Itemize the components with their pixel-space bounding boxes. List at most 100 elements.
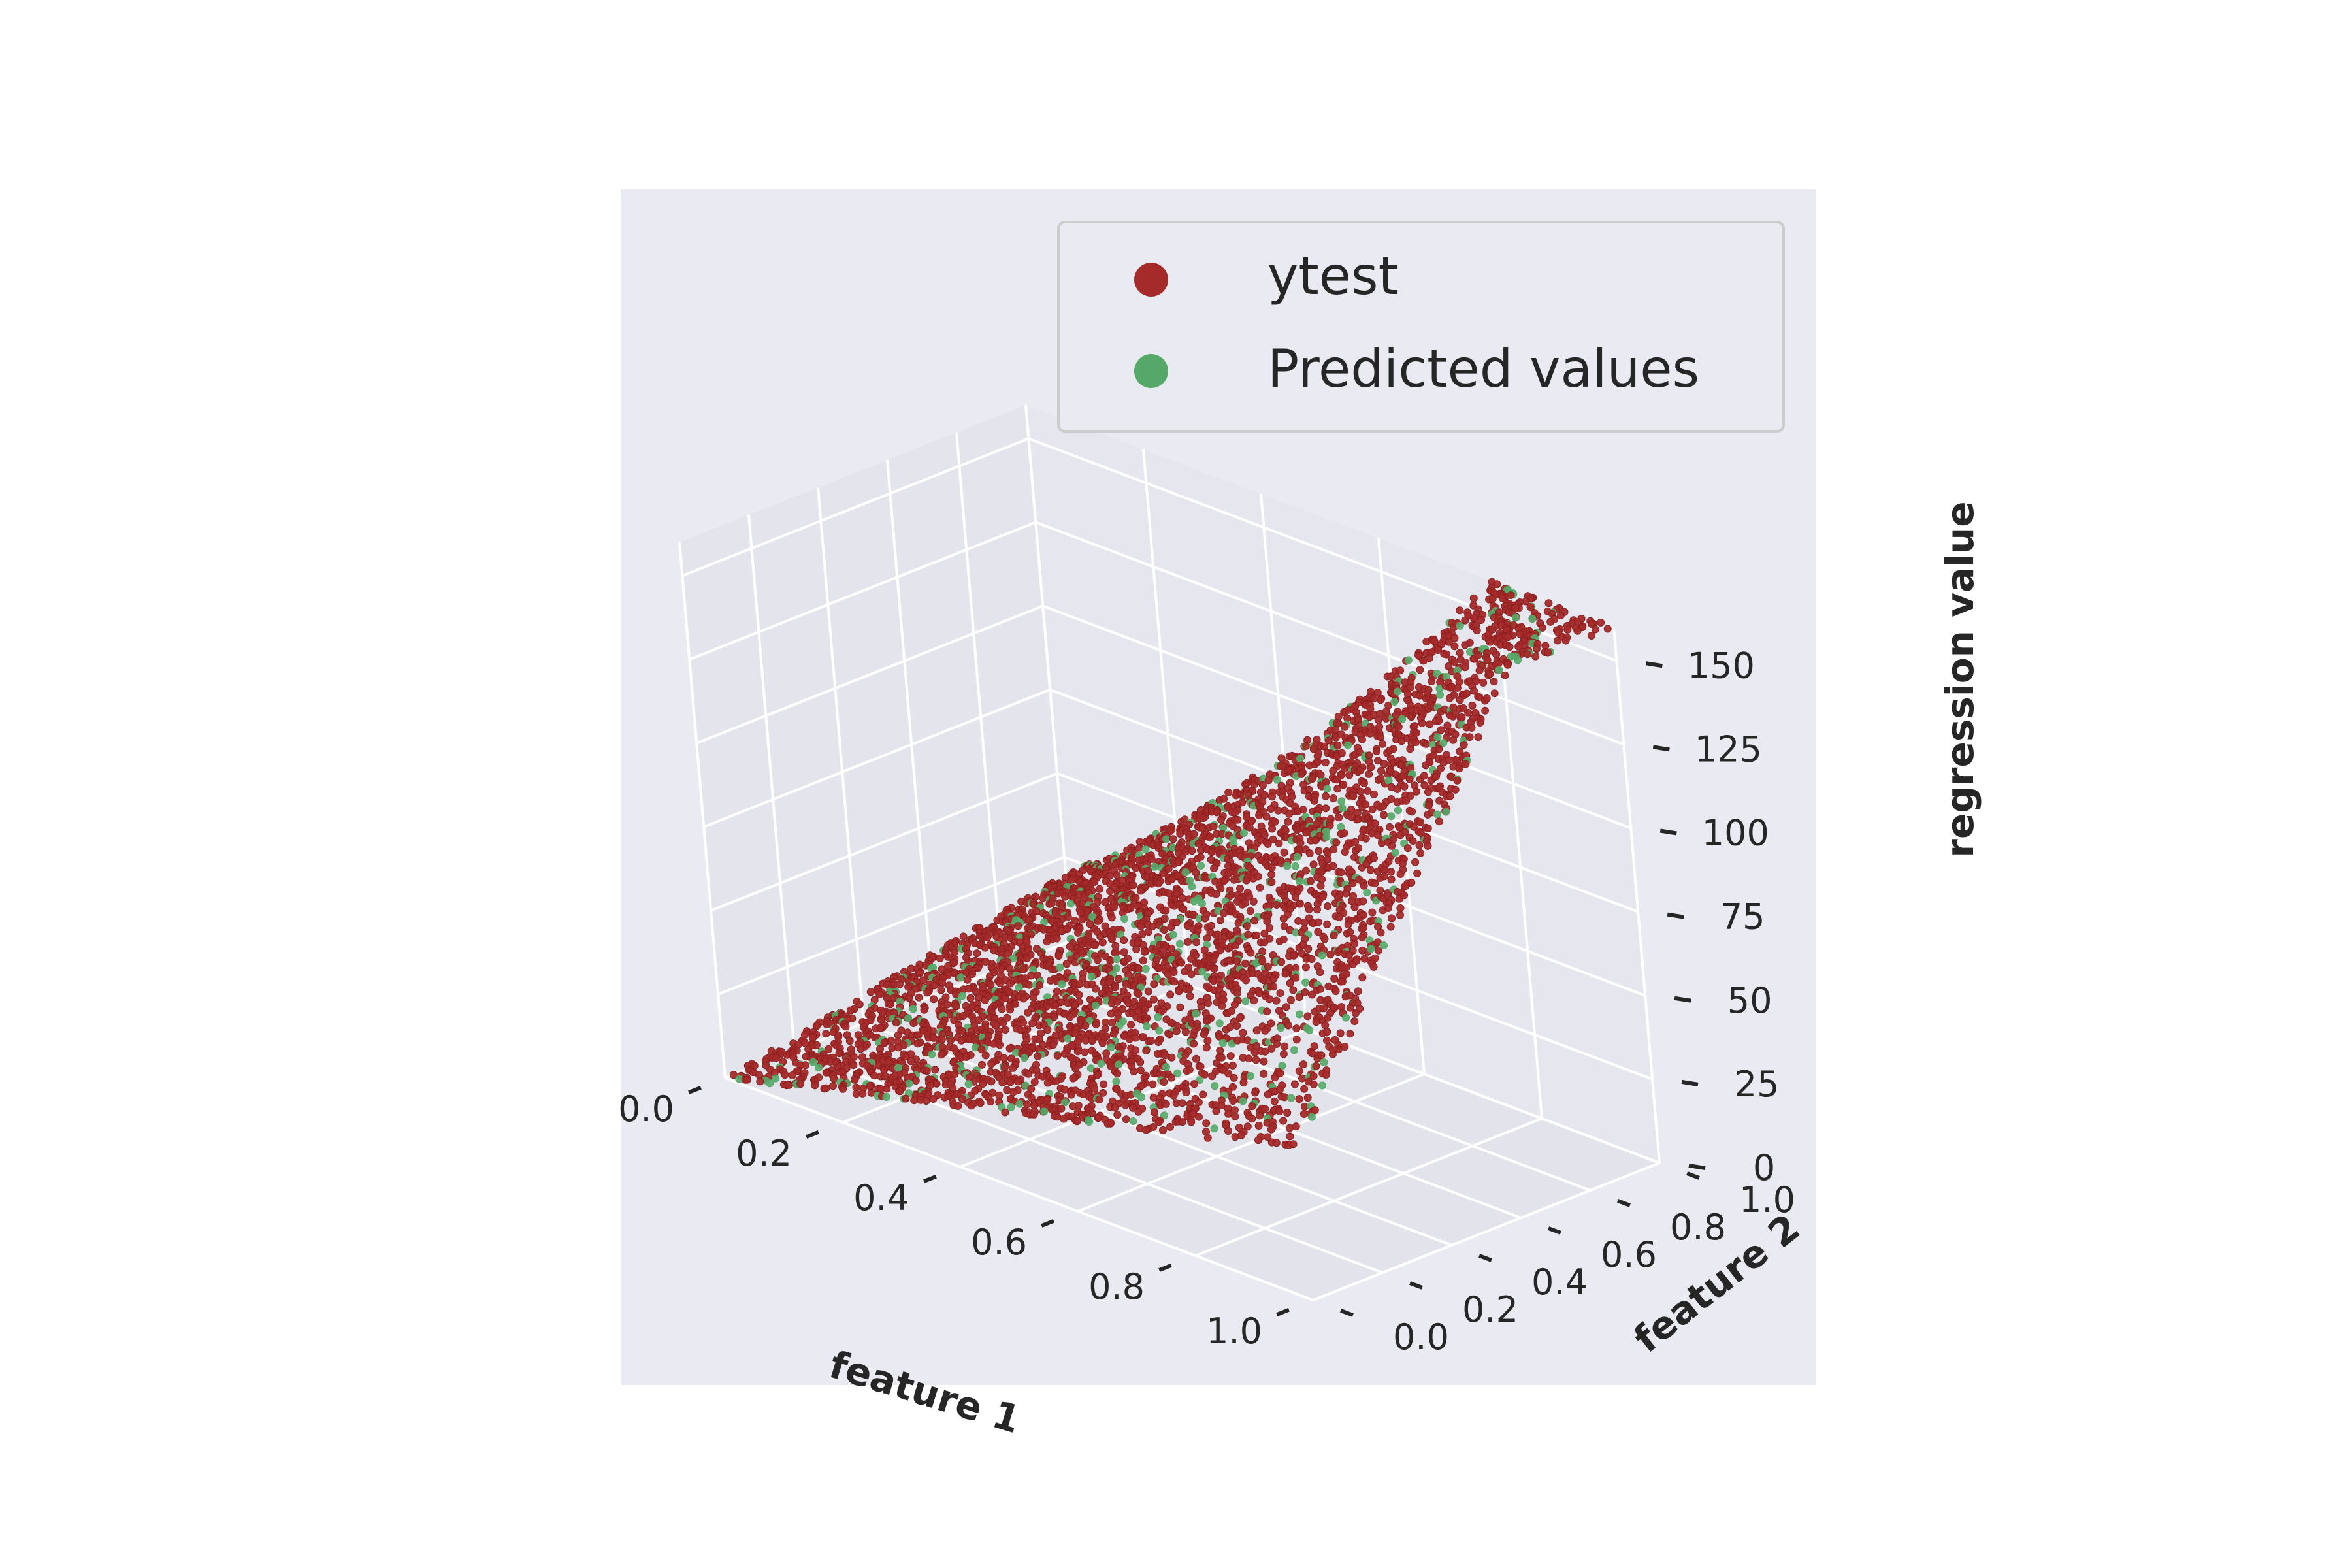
ytest-point	[1380, 811, 1388, 819]
ytest-point	[1233, 989, 1241, 998]
ytest-point	[1019, 965, 1027, 973]
legend-label-ytest: ytest	[1267, 246, 1399, 306]
ytest-point	[1492, 650, 1501, 659]
predicted-point	[1162, 835, 1171, 843]
ytest-point	[1453, 776, 1462, 785]
ytest-point	[1337, 749, 1346, 757]
predicted-point	[1137, 1093, 1145, 1102]
ytest-point	[1477, 616, 1485, 624]
ytest-point	[1316, 985, 1324, 993]
ytest-point	[1267, 870, 1276, 879]
predicted-point	[1291, 862, 1299, 870]
ytest-point	[1272, 1139, 1281, 1147]
ytest-point	[1129, 881, 1137, 889]
ytest-point	[1330, 932, 1338, 939]
ytest-point	[1344, 921, 1352, 929]
ytest-point	[1408, 808, 1416, 816]
ytest-point	[1369, 962, 1378, 971]
ytest-point	[894, 1043, 903, 1052]
ytest-point	[1312, 1062, 1320, 1070]
ytest-point	[1106, 1119, 1115, 1128]
ytest-point	[1264, 962, 1272, 971]
ytest-point	[1201, 914, 1209, 923]
y-tick-label: 0.6	[1601, 1234, 1657, 1275]
predicted-point	[1344, 741, 1352, 749]
ytest-point	[1254, 1122, 1263, 1130]
ytest-point	[1217, 815, 1225, 824]
ytest-point	[1043, 1096, 1051, 1104]
predicted-point	[1015, 1100, 1024, 1108]
ytest-point	[1219, 996, 1228, 1004]
predicted-point	[1115, 1060, 1123, 1069]
legend-marker-ytest	[1134, 263, 1168, 297]
ytest-point	[1258, 781, 1267, 789]
predicted-point	[1436, 691, 1444, 699]
ytest-point	[1476, 719, 1484, 727]
ytest-point	[1341, 1043, 1349, 1051]
ytest-point	[1350, 903, 1359, 911]
ytest-point	[1308, 775, 1316, 783]
y-tick-label: 1.0	[1739, 1179, 1795, 1220]
ytest-point	[1437, 726, 1445, 734]
predicted-point	[1120, 915, 1128, 923]
ytest-point	[1299, 806, 1307, 814]
ytest-point	[858, 1089, 867, 1098]
ytest-point	[1455, 764, 1463, 773]
ytest-point	[1312, 1018, 1320, 1026]
ytest-point	[1220, 877, 1228, 885]
ytest-point	[1258, 957, 1267, 966]
ytest-point	[959, 932, 968, 941]
x-tick-label: 0.2	[736, 1133, 792, 1174]
ytest-point	[974, 1016, 983, 1024]
ytest-point	[1200, 1030, 1208, 1038]
ytest-point	[1303, 1012, 1312, 1021]
ytest-point	[1435, 817, 1443, 826]
ytest-point	[1134, 990, 1143, 998]
y-tick	[1409, 1281, 1423, 1290]
ytest-point	[1316, 881, 1325, 890]
ytest-point	[1334, 948, 1343, 956]
ytest-point	[1182, 1088, 1190, 1097]
ytest-point	[1435, 745, 1443, 753]
predicted-point	[1198, 899, 1206, 907]
ytest-point	[1374, 757, 1382, 765]
ytest-point	[1366, 866, 1375, 874]
ytest-point	[1127, 1021, 1135, 1029]
ytest-point	[1043, 1026, 1052, 1034]
ytest-point	[1224, 789, 1233, 796]
ytest-point	[1371, 879, 1379, 888]
ytest-point	[1162, 906, 1170, 915]
ytest-point	[1320, 742, 1329, 751]
ytest-point	[1531, 652, 1540, 661]
ytest-point	[1445, 638, 1453, 646]
predicted-point	[1141, 965, 1150, 973]
ytest-point	[781, 1071, 789, 1079]
x-tick-label: 0.0	[618, 1088, 674, 1130]
predicted-point	[1323, 785, 1331, 793]
ytest-point	[1233, 1022, 1241, 1030]
ytest-point	[1350, 939, 1359, 948]
predicted-point	[1091, 1002, 1100, 1010]
predicted-point	[964, 1080, 973, 1088]
ytest-point	[1237, 1131, 1246, 1139]
ytest-point	[1030, 1078, 1039, 1086]
predicted-point	[1246, 1072, 1254, 1080]
ytest-point	[1359, 897, 1367, 906]
ytest-point	[1203, 1037, 1212, 1045]
ytest-point	[1260, 791, 1269, 799]
ytest-point	[1280, 848, 1288, 857]
predicted-point	[1112, 1077, 1120, 1086]
ytest-point	[1188, 847, 1196, 855]
ytest-point	[1320, 935, 1329, 943]
ytest-point	[825, 1045, 833, 1053]
ytest-point	[1186, 992, 1194, 1000]
predicted-point	[1337, 797, 1346, 806]
ytest-point	[1462, 760, 1470, 768]
predicted-point	[1439, 739, 1448, 747]
ytest-point	[1111, 941, 1120, 950]
ytest-point	[1202, 1119, 1211, 1128]
ytest-point	[1271, 817, 1279, 826]
ytest-point	[1307, 955, 1316, 963]
predicted-point	[1218, 1039, 1227, 1047]
ytest-point	[1360, 881, 1368, 890]
